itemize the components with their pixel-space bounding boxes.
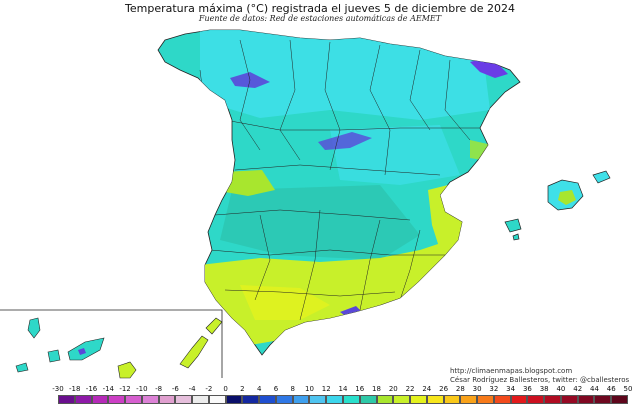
legend-tick: -4 <box>188 385 196 393</box>
legend-tick: 50 <box>623 385 633 393</box>
tenerife-peak <box>78 348 86 355</box>
legend-swatch <box>158 395 176 404</box>
legend-tick: 22 <box>405 385 415 393</box>
legend-swatch <box>74 395 92 404</box>
legend-swatch <box>493 395 511 404</box>
legend-tick: 10 <box>305 385 314 393</box>
legend-swatch <box>477 395 494 404</box>
legend-tick: -12 <box>119 385 131 393</box>
legend-swatch <box>410 395 427 404</box>
catalonia-warm <box>470 140 492 160</box>
credit-url: http://climaenmapas.blogspot.com <box>450 367 573 375</box>
legend-swatch <box>326 395 343 404</box>
data-source: Fuente de datos: Red de estaciones autom… <box>198 14 442 23</box>
legend-tick: -8 <box>155 385 163 393</box>
legend-tick: 16 <box>355 385 365 393</box>
legend-swatch <box>343 395 360 404</box>
la-palma <box>27 317 41 339</box>
formentera <box>512 233 520 241</box>
legend-tick: 32 <box>489 385 499 393</box>
legend-tick: 38 <box>539 385 549 393</box>
legend-tick: 44 <box>590 385 599 393</box>
legend-swatch <box>208 395 226 404</box>
legend-tick: 36 <box>522 385 532 393</box>
legend-tick: 6 <box>273 385 279 393</box>
legend-tick: 34 <box>506 385 516 393</box>
legend-swatch <box>426 395 444 404</box>
legend-swatch <box>577 395 595 404</box>
legend-swatch <box>544 395 561 404</box>
legend-tick: -10 <box>136 385 148 393</box>
legend-swatch <box>108 395 126 404</box>
warm-zone-extremadura <box>222 170 275 196</box>
legend-tick: 30 <box>472 385 482 393</box>
la-gomera <box>47 349 61 363</box>
legend-tick: 24 <box>422 385 432 393</box>
legend-tick: -2 <box>205 385 213 393</box>
legend-tick: 46 <box>606 385 616 393</box>
legend-swatch <box>393 395 411 404</box>
legend-tick: -16 <box>85 385 98 393</box>
legend-swatch <box>611 395 628 404</box>
legend-tick: 0 <box>223 385 228 393</box>
fuerteventura <box>179 335 209 369</box>
legend-tick: -14 <box>102 385 114 393</box>
legend-tick: 26 <box>439 385 449 393</box>
legend-swatch <box>275 395 293 404</box>
legend-swatch <box>141 395 159 404</box>
legend-tick: 18 <box>372 385 381 393</box>
map-title: Temperatura máxima (°C) registrada el ju… <box>125 2 515 15</box>
legend-tick: 20 <box>388 385 398 393</box>
lanzarote <box>205 317 223 335</box>
legend-tick: -6 <box>171 385 179 393</box>
legend-swatch <box>259 395 276 404</box>
legend-tick: 14 <box>338 385 348 393</box>
legend-swatch <box>359 395 377 404</box>
darker-zone-center <box>220 185 420 260</box>
legend-tick: 42 <box>573 385 583 393</box>
canary-inset-frame <box>0 309 223 378</box>
tenerife <box>67 337 105 361</box>
credit-author: César Rodríguez Ballesteros, twitter: @c… <box>450 376 630 384</box>
legend-swatch <box>242 395 260 404</box>
legend-swatch <box>560 395 578 404</box>
legend-swatch <box>91 395 109 404</box>
legend-swatch <box>225 395 243 404</box>
legend-tick: -18 <box>69 385 81 393</box>
legend-swatch <box>527 395 545 404</box>
color-scale: -30 -18 -16 -14 -12 -10 -8 -6 -4 -2 0 2 4 6 8 10 12 14 16 1… <box>52 385 632 405</box>
legend-swatch <box>594 395 612 404</box>
legend-tick: 28 <box>455 385 465 393</box>
legend-swatch <box>292 395 310 404</box>
legend-swatch <box>460 395 478 404</box>
legend-swatch <box>125 395 142 404</box>
legend-swatch <box>58 395 75 404</box>
menorca <box>592 170 611 184</box>
legend-tick: -30 <box>52 385 64 393</box>
cold-peaks-pyrenees <box>470 58 508 78</box>
cold-peaks-central <box>318 132 372 150</box>
legend-tick: 4 <box>256 385 262 393</box>
legend-tick: 40 <box>556 385 566 393</box>
legend-swatch <box>175 395 193 404</box>
ibiza <box>504 218 522 233</box>
mallorca-warm <box>558 190 576 205</box>
legend-swatch <box>443 395 461 404</box>
legend-tick: 2 <box>240 385 245 393</box>
el-hierro <box>15 362 29 373</box>
legend-tick: 12 <box>321 385 331 393</box>
legend-swatch <box>192 395 209 404</box>
legend-swatch <box>376 395 394 404</box>
legend-swatch <box>309 395 327 404</box>
legend-tick: 8 <box>290 385 295 393</box>
legend-swatch <box>510 395 528 404</box>
cool-zone-north <box>200 30 490 120</box>
gran-canaria <box>117 361 137 379</box>
province-boundaries <box>199 39 480 321</box>
